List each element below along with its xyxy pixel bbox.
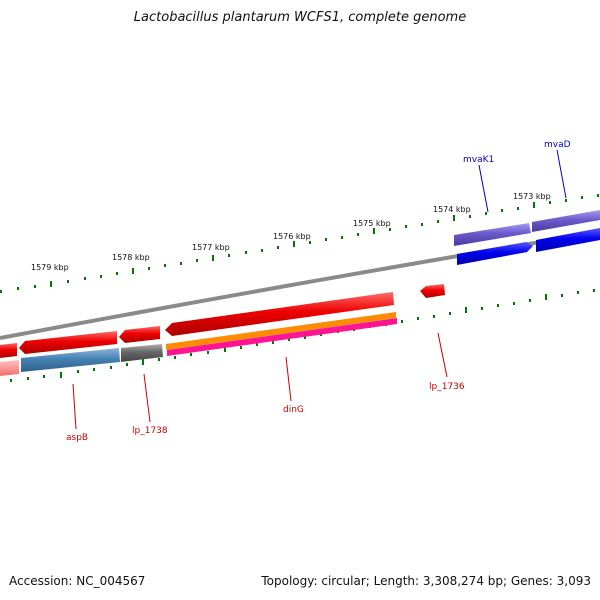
scale-label-1578: 1578 kbp bbox=[112, 253, 150, 262]
leader-mvaK1 bbox=[478, 164, 489, 213]
map-title: Lactobacillus plantarum WCFS1, complete … bbox=[133, 10, 467, 25]
scale-label-1573: 1573 kbp bbox=[513, 192, 551, 201]
gene-left-pink bbox=[0, 360, 19, 376]
gene-lp-1736 bbox=[420, 284, 445, 298]
outer-scale-track bbox=[0, 194, 599, 293]
gene-mvaD-purple bbox=[532, 210, 600, 232]
gene-dinG-red bbox=[165, 292, 394, 336]
gene-lp-1738-red bbox=[119, 326, 160, 343]
scale-label-1574: 1574 kbp bbox=[433, 205, 471, 214]
label-lp-1736[interactable]: lp_1736 bbox=[429, 382, 465, 392]
leader-aspB bbox=[72, 383, 77, 430]
gene-labels: mvaK1 mvaD lp_1736 dinG lp_1738 aspB bbox=[66, 140, 571, 443]
gene-lp-1738-gray bbox=[121, 344, 163, 362]
gene-mvaK1-blue bbox=[457, 242, 533, 265]
gene-mvaD-blue bbox=[536, 228, 600, 252]
scale-labels: 1573 kbp 1574 kbp 1575 kbp 1576 kbp 1577… bbox=[31, 192, 551, 272]
leader-lp-1736 bbox=[437, 332, 448, 378]
gene-dinG-orange bbox=[166, 312, 396, 350]
scale-label-1577: 1577 kbp bbox=[192, 243, 230, 252]
leader-dinG bbox=[285, 356, 292, 402]
label-leaders bbox=[72, 149, 567, 430]
scale-label-1576: 1576 kbp bbox=[273, 232, 311, 241]
label-lp-1738[interactable]: lp_1738 bbox=[132, 426, 168, 436]
reverse-strand-genes bbox=[0, 284, 445, 376]
label-aspB[interactable]: aspB bbox=[66, 433, 88, 443]
gene-aspB-red bbox=[19, 331, 117, 354]
scale-label-1575: 1575 kbp bbox=[353, 219, 391, 228]
gene-aspB-steelblue bbox=[21, 348, 120, 372]
label-mvaK1[interactable]: mvaK1 bbox=[463, 155, 494, 165]
gene-mvaK1-purple bbox=[454, 223, 531, 246]
scale-label-1579: 1579 kbp bbox=[31, 263, 69, 272]
gene-dinG-magenta bbox=[167, 318, 397, 356]
label-mvaD[interactable]: mvaD bbox=[544, 140, 571, 150]
label-dinG[interactable]: dinG bbox=[283, 405, 304, 415]
accession-text: Accession: NC_004567 bbox=[9, 574, 146, 588]
leader-mvaD bbox=[556, 149, 567, 199]
forward-strand-genes bbox=[454, 210, 600, 265]
genome-summary-text: Topology: circular; Length: 3,308,274 bp… bbox=[261, 574, 591, 588]
gene-left-red bbox=[0, 343, 17, 358]
leader-lp-1738 bbox=[143, 373, 151, 423]
